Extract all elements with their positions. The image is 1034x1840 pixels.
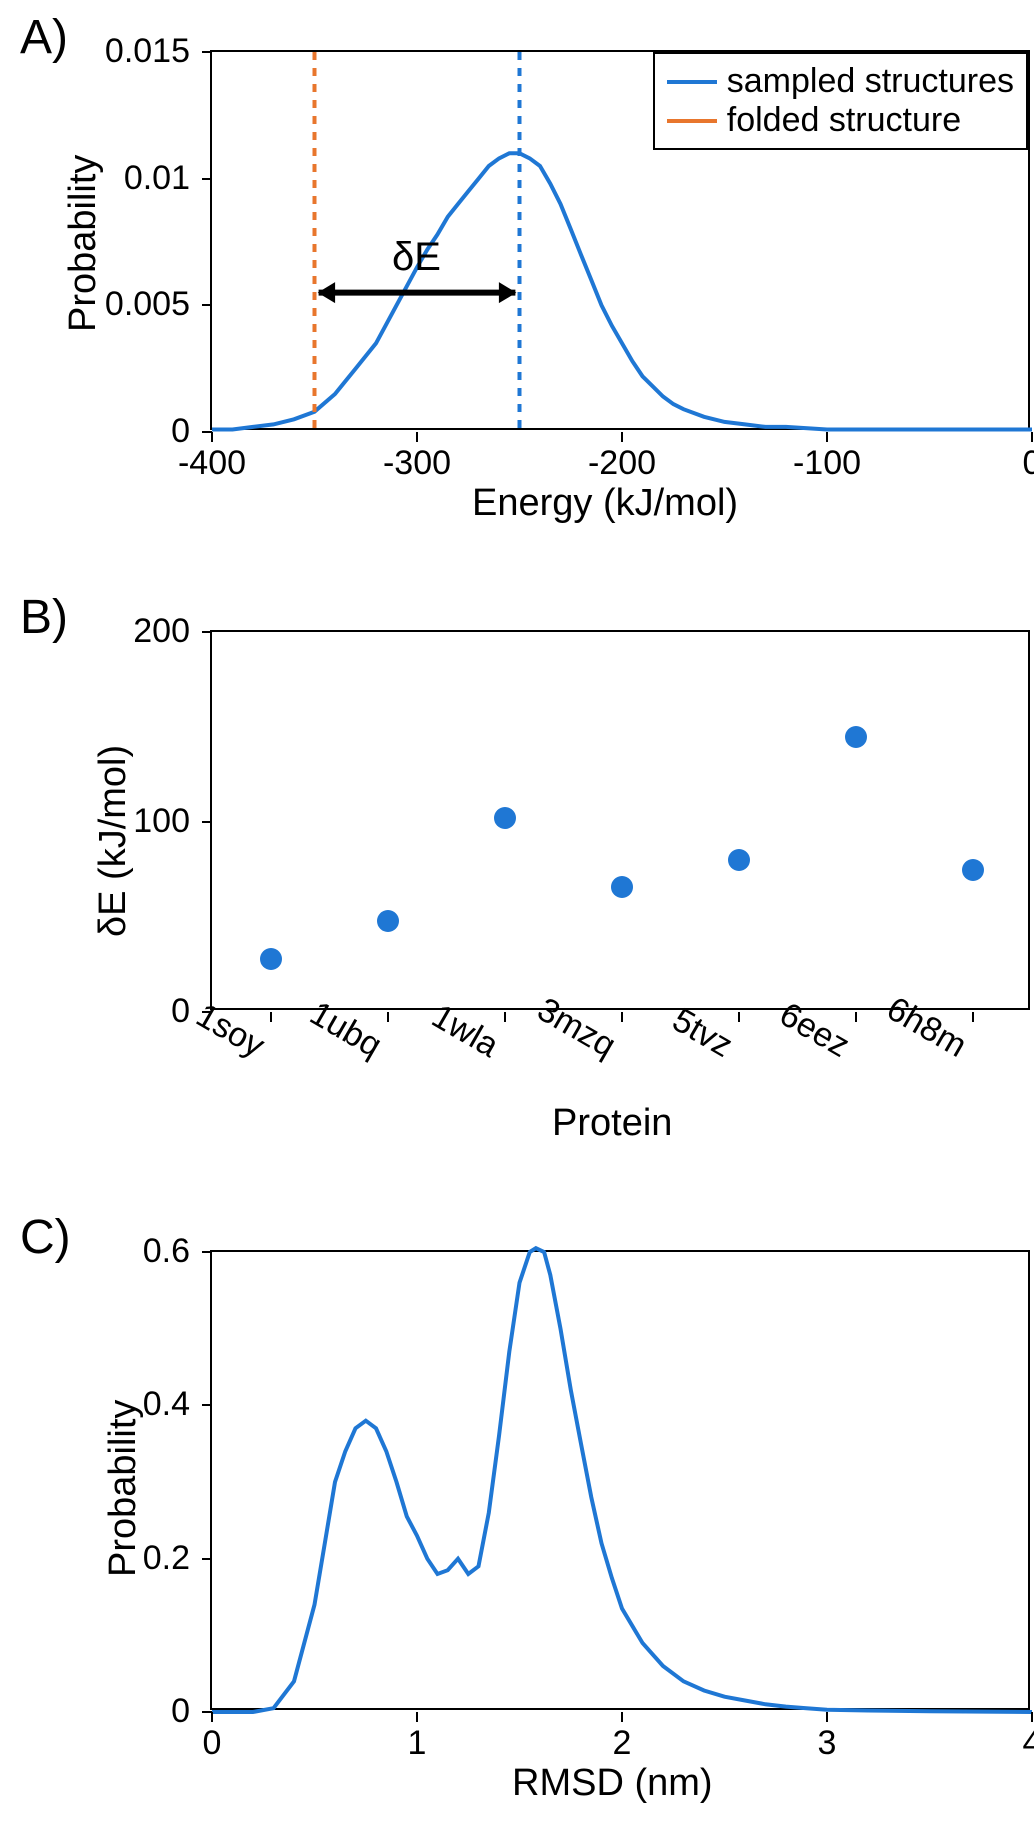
scatter-point — [845, 726, 867, 748]
chart-c-area: 0123400.20.40.6RMSD (nm)Probability — [210, 1250, 1030, 1710]
ytick-label: 0.015 — [70, 32, 190, 71]
legend-item: sampled structures — [667, 62, 1014, 101]
scatter-point — [260, 948, 282, 970]
chart-a-area: δE-400-300-200-100000.0050.010.015Energy… — [210, 50, 1030, 430]
xtick-label: 2 — [602, 1724, 642, 1763]
xtick-label: 0 — [992, 444, 1034, 483]
xtick-label: 5tvz — [633, 982, 739, 1066]
panel-b: B) 1soy1ubq1wla3mzq5tvz6eez6h8m0100200Pr… — [20, 600, 1034, 1160]
xtick-label: -300 — [377, 444, 457, 483]
scatter-point — [962, 859, 984, 881]
xtick-label: 4 — [1012, 1724, 1034, 1763]
delta-e-annotation: δE — [392, 235, 441, 280]
scatter-point — [494, 807, 516, 829]
y-axis-label: Probability — [102, 1400, 145, 1577]
ytick-label: 0 — [70, 412, 190, 451]
panel-b-label: B) — [20, 590, 68, 645]
panel-c: C) 0123400.20.40.6RMSD (nm)Probability — [20, 1220, 1034, 1820]
x-axis-label: Energy (kJ/mol) — [472, 482, 738, 525]
scatter-point — [377, 910, 399, 932]
xtick-label: -200 — [582, 444, 662, 483]
x-axis-label: Protein — [552, 1102, 672, 1145]
panel-a-label: A) — [20, 10, 68, 65]
xtick-label: 1ubq — [282, 982, 388, 1066]
y-axis-label: δE (kJ/mol) — [92, 745, 135, 937]
xtick-label: 1 — [397, 1724, 437, 1763]
xtick-label: -100 — [787, 444, 867, 483]
ytick-label: 0.6 — [110, 1232, 190, 1271]
xtick-label: 6eez — [750, 982, 856, 1066]
legend-label: sampled structures — [727, 62, 1014, 101]
x-axis-label: RMSD (nm) — [512, 1762, 713, 1805]
xtick-label: 3mzq — [516, 982, 622, 1066]
legend: sampled structuresfolded structure — [653, 52, 1028, 150]
legend-label: folded structure — [727, 101, 961, 140]
figure-container: A) δE-400-300-200-100000.0050.010.015Ene… — [20, 20, 1034, 1820]
scatter-point — [728, 849, 750, 871]
xtick-label: 1wla — [399, 982, 505, 1066]
ytick-label: 200 — [110, 612, 190, 651]
xtick-label: 6h8m — [867, 982, 973, 1066]
ytick-label: 0 — [110, 1692, 190, 1731]
scatter-point — [611, 876, 633, 898]
legend-item: folded structure — [667, 101, 1014, 140]
chart-b-area: 1soy1ubq1wla3mzq5tvz6eez6h8m0100200Prote… — [210, 630, 1030, 1010]
y-axis-label: Probability — [62, 155, 105, 332]
xtick-label: 0 — [192, 1724, 232, 1763]
ytick-label: 0 — [110, 992, 190, 1031]
panel-a: A) δE-400-300-200-100000.0050.010.015Ene… — [20, 20, 1034, 540]
xtick-label: 3 — [807, 1724, 847, 1763]
panel-c-label: C) — [20, 1210, 71, 1265]
